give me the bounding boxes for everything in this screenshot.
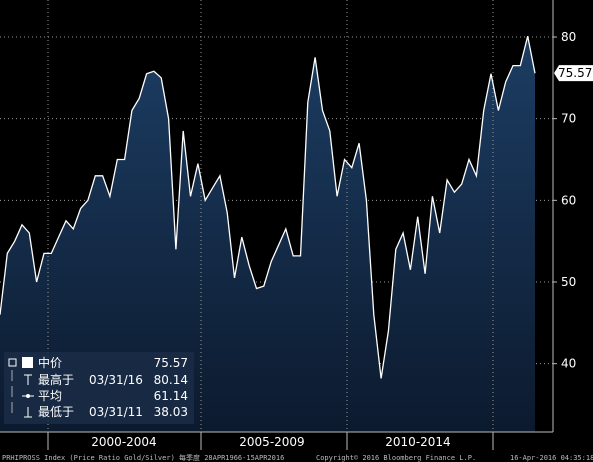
legend-box — [4, 352, 194, 424]
legend-low-icon — [24, 407, 32, 418]
legend-square-icon — [22, 357, 33, 368]
y-tick-label-50: 50 — [561, 275, 576, 289]
x-tick-label-1: 2005-2009 — [239, 435, 304, 449]
y-tick-label-70: 70 — [561, 112, 576, 126]
legend-date-1: 03/31/16 — [89, 373, 143, 387]
legend-high-icon — [24, 374, 32, 385]
last-value-tag: 75.57 — [554, 65, 593, 82]
x-tick-label-2: 2010-2014 — [385, 435, 450, 449]
legend-date-3: 03/31/11 — [89, 405, 143, 419]
last-value-label: 75.57 — [558, 66, 592, 80]
x-axis-ticks: 2000-2004 2005-2009 2010-2014 — [47, 432, 494, 450]
legend-value-2: 61.14 — [154, 389, 188, 403]
y-axis-ticks: 40 50 60 70 80 — [553, 30, 576, 371]
legend-label-1: 最高于 — [38, 372, 74, 387]
legend-value-1: 80.14 — [154, 373, 188, 387]
y-tick-label-40: 40 — [561, 357, 576, 371]
last-value-box — [554, 65, 593, 82]
legend-value-3: 38.03 — [154, 405, 188, 419]
legend-value-0: 75.57 — [154, 356, 188, 370]
series-line — [0, 36, 536, 379]
legend: 中价 75.57 最高于 03/31/16 80.14 平均 61.14 最低于 03/31/1… — [4, 352, 194, 424]
footer-center: Copyright© 2016 Bloomberg Finance L.P. — [316, 454, 476, 462]
footer-left: PRHIPROSS Index (Price Ratio Gold/Silver… — [2, 453, 284, 462]
y-tick-label-60: 60 — [561, 193, 576, 207]
y-tick-label-80: 80 — [561, 30, 576, 44]
series-area — [0, 36, 535, 432]
legend-collapse-icon — [8, 358, 17, 367]
legend-label-0: 中价 — [38, 355, 62, 370]
legend-avg-dot-icon — [26, 394, 30, 398]
legend-label-3: 最低于 — [38, 405, 74, 419]
footer-bar — [0, 452, 593, 462]
x-tick-label-0: 2000-2004 — [91, 435, 156, 449]
footer-right: 16-Apr-2016 04:35:18 — [510, 454, 593, 462]
legend-label-2: 平均 — [38, 389, 62, 403]
